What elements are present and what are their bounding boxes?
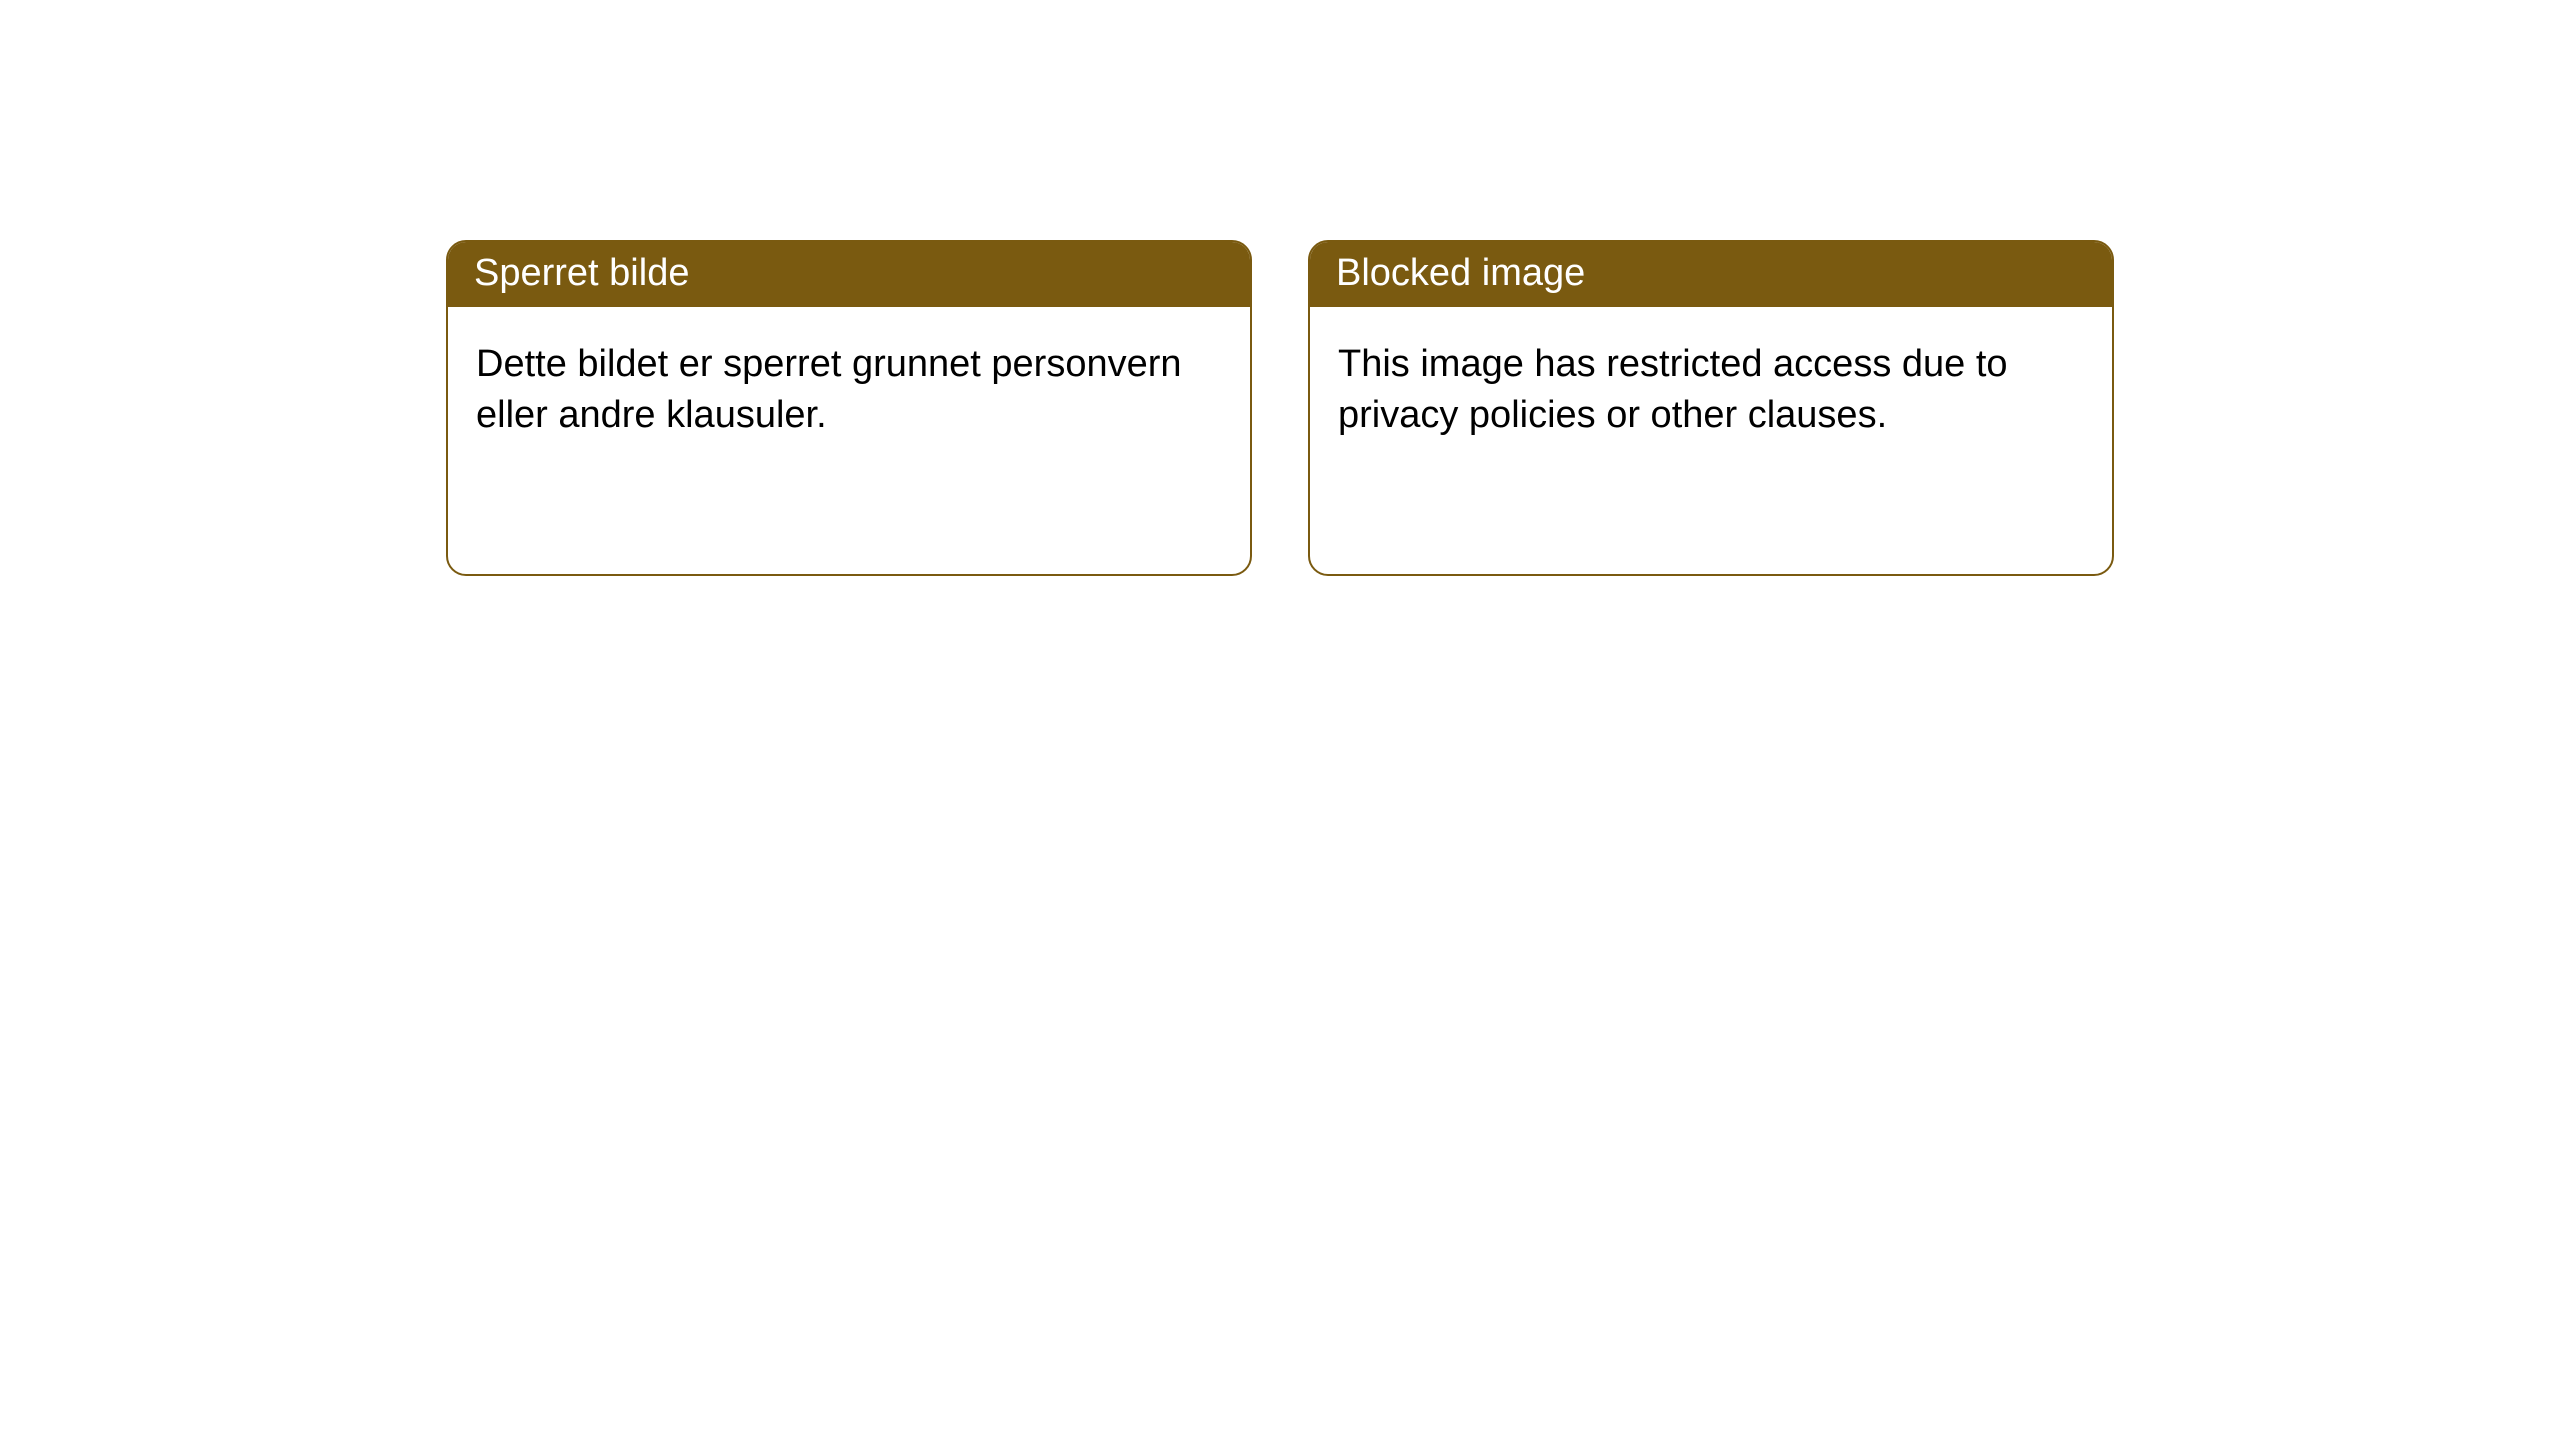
card-title-en: Blocked image bbox=[1310, 242, 2112, 307]
blocked-image-card-en: Blocked image This image has restricted … bbox=[1308, 240, 2114, 576]
card-body-en: This image has restricted access due to … bbox=[1310, 307, 2112, 474]
card-title-no: Sperret bilde bbox=[448, 242, 1250, 307]
cards-container: Sperret bilde Dette bildet er sperret gr… bbox=[0, 0, 2560, 576]
blocked-image-card-no: Sperret bilde Dette bildet er sperret gr… bbox=[446, 240, 1252, 576]
card-body-no: Dette bildet er sperret grunnet personve… bbox=[448, 307, 1250, 474]
